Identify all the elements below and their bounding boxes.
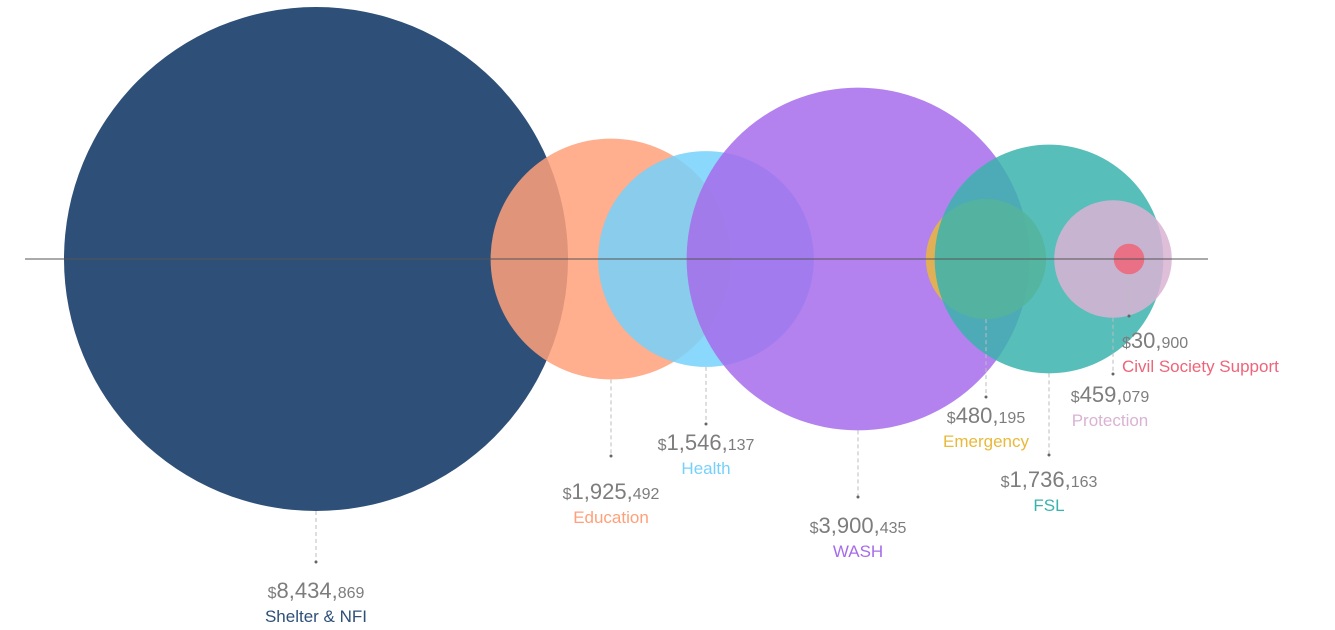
category-label-shelter-nfi: Shelter & NFI	[265, 607, 367, 626]
category-label-education: Education	[573, 508, 649, 527]
category-label-health: Health	[681, 459, 730, 478]
leader-dot-civil-society-support	[1127, 314, 1131, 318]
amount-label-wash: $3,900,435	[810, 513, 907, 538]
amount-label-civil-society-support: $30,900	[1122, 328, 1188, 353]
leader-dot-shelter-nfi	[314, 560, 318, 564]
category-label-wash: WASH	[833, 542, 883, 561]
amount-label-protection: $459,079	[1071, 382, 1150, 407]
leader-dot-protection	[1111, 372, 1115, 376]
amount-label-fsl: $1,736,163	[1001, 467, 1098, 492]
leader-dot-wash	[856, 495, 860, 499]
leader-dot-emergency	[984, 395, 988, 399]
category-label-fsl: FSL	[1033, 496, 1064, 515]
amount-label-education: $1,925,492	[563, 479, 660, 504]
amount-label-emergency: $480,195	[947, 403, 1026, 428]
amount-label-health: $1,546,137	[658, 430, 755, 455]
amount-label-shelter-nfi: $8,434,869	[268, 578, 365, 603]
labels-layer: $8,434,869 Shelter & NFI $1,925,492 Educati…	[265, 274, 1279, 626]
leader-dot-health	[704, 422, 708, 426]
leader-dot-fsl	[1047, 453, 1051, 457]
category-label-civil-society-support: Civil Society Support	[1122, 357, 1279, 376]
category-label-emergency: Emergency	[943, 432, 1029, 451]
leader-dot-education	[609, 454, 613, 458]
category-label-protection: Protection	[1072, 411, 1149, 430]
